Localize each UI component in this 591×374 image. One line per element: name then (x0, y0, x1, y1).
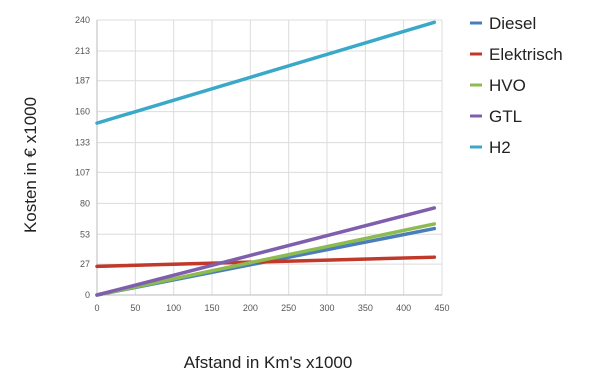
legend-label-hvo: HVO (489, 76, 526, 95)
y-tick-label: 53 (80, 229, 90, 239)
legend-label-h2: H2 (489, 138, 511, 157)
y-tick-label: 240 (75, 15, 90, 25)
x-tick-label: 300 (319, 303, 334, 313)
x-tick-label: 350 (358, 303, 373, 313)
y-tick-label: 133 (75, 138, 90, 148)
y-tick-label: 27 (80, 259, 90, 269)
series-line-h2 (95, 20, 437, 125)
y-tick-label: 80 (80, 198, 90, 208)
legend-label-gtl: GTL (489, 107, 522, 126)
series-lines (95, 20, 437, 297)
legend-label-diesel: Diesel (489, 14, 536, 33)
y-axis-title: Kosten in € x1000 (21, 97, 40, 233)
x-tick-label: 400 (396, 303, 411, 313)
x-tick-label: 50 (130, 303, 140, 313)
x-axis-ticks: 0 50 100 150 200 250 300 350 400 450 (94, 303, 449, 313)
x-axis-title: Afstand in Km's x1000 (184, 353, 353, 372)
x-tick-label: 200 (243, 303, 258, 313)
series-line-elektrisch (95, 255, 437, 269)
y-tick-label: 160 (75, 107, 90, 117)
x-tick-label: 150 (204, 303, 219, 313)
x-tick-label: 0 (94, 303, 99, 313)
series-line-gtl (95, 206, 437, 297)
y-tick-label: 213 (75, 46, 90, 56)
y-tick-label: 107 (75, 167, 90, 177)
y-axis-ticks: 0 27 53 80 107 133 160 187 213 240 (75, 15, 90, 300)
grid (96, 19, 443, 296)
y-tick-label: 0 (85, 290, 90, 300)
series-line-hvo (95, 222, 437, 297)
x-tick-label: 100 (166, 303, 181, 313)
y-tick-label: 187 (75, 76, 90, 86)
legend: Diesel Elektrisch HVO GTL H2 (470, 14, 563, 157)
x-tick-label: 250 (281, 303, 296, 313)
x-tick-label: 450 (434, 303, 449, 313)
legend-label-elektrisch: Elektrisch (489, 45, 563, 64)
